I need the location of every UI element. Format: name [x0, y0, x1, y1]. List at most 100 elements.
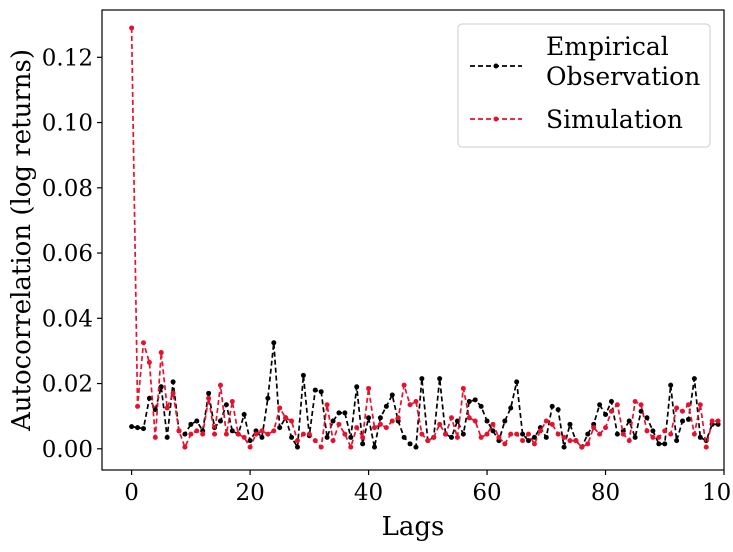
data-point — [514, 431, 520, 437]
data-point — [413, 444, 419, 450]
data-point — [360, 441, 366, 447]
data-point — [300, 372, 306, 378]
data-point — [466, 398, 472, 404]
data-point — [235, 431, 241, 437]
data-point — [520, 438, 526, 444]
data-point — [555, 407, 561, 413]
data-point — [135, 403, 141, 409]
data-point — [217, 382, 223, 388]
data-point — [289, 418, 295, 424]
data-point — [431, 434, 437, 440]
data-point — [413, 398, 419, 404]
data-point — [674, 438, 680, 444]
series-line — [130, 27, 719, 450]
data-point — [703, 444, 709, 450]
data-point — [579, 444, 585, 450]
data-point — [526, 438, 532, 444]
data-point — [526, 431, 532, 437]
data-point — [668, 431, 674, 437]
data-point — [283, 415, 289, 421]
data-point — [401, 434, 407, 440]
data-point — [259, 434, 265, 440]
data-point — [312, 387, 318, 393]
data-point — [247, 444, 253, 450]
data-point — [223, 431, 229, 437]
data-point — [360, 434, 366, 440]
data-point — [330, 438, 336, 444]
data-point — [164, 405, 170, 411]
data-point — [146, 359, 152, 365]
data-point — [449, 434, 454, 440]
data-point — [685, 402, 691, 408]
data-point — [478, 403, 484, 409]
y-tick-label: 0.02 — [42, 372, 93, 398]
x-axis: 0 20 40 60 80 100 — [124, 470, 733, 506]
data-point — [401, 382, 407, 388]
data-point — [129, 424, 135, 430]
data-point — [140, 340, 146, 346]
data-point — [312, 438, 318, 444]
data-point — [603, 412, 609, 418]
data-point — [638, 402, 644, 408]
data-point — [466, 415, 472, 421]
legend-label: Observation — [546, 62, 700, 91]
data-point — [135, 425, 141, 431]
x-axis-label: Lags — [382, 512, 445, 542]
data-point — [632, 398, 638, 404]
data-point — [608, 398, 614, 404]
data-point — [650, 428, 656, 434]
data-point — [484, 418, 490, 424]
data-point — [502, 441, 508, 447]
data-point — [490, 428, 496, 434]
x-tick-label: 60 — [472, 480, 501, 506]
data-point — [662, 441, 668, 447]
data-point — [182, 431, 188, 437]
data-point — [674, 405, 680, 411]
data-point — [585, 431, 591, 437]
series-simulation — [129, 25, 721, 450]
data-point — [395, 415, 401, 421]
data-point — [229, 428, 235, 434]
data-point — [543, 418, 549, 424]
data-point — [472, 397, 478, 403]
data-point — [585, 441, 591, 447]
data-point — [194, 428, 200, 434]
y-tick-label: 0.08 — [42, 176, 93, 202]
data-point — [318, 444, 324, 450]
data-point — [306, 431, 312, 437]
data-point — [697, 402, 703, 408]
data-point — [443, 431, 449, 437]
data-point — [289, 434, 295, 440]
plot-frame — [101, 9, 725, 471]
data-point — [265, 395, 271, 401]
series-layer — [129, 25, 721, 450]
data-point — [632, 434, 638, 440]
y-tick-label: 0.10 — [42, 111, 93, 137]
data-point — [472, 418, 478, 424]
data-point — [389, 392, 395, 398]
data-point — [597, 431, 603, 437]
data-point — [603, 425, 609, 431]
data-point — [241, 434, 247, 440]
data-point — [496, 434, 502, 440]
data-point — [502, 418, 508, 424]
legend-marker — [493, 63, 499, 69]
data-point — [514, 379, 520, 385]
y-axis-label: Autocorrelation (log returns) — [7, 49, 37, 432]
data-point — [508, 405, 514, 411]
data-point — [336, 410, 342, 416]
data-point — [555, 431, 561, 437]
data-point — [253, 431, 259, 437]
data-point — [508, 431, 514, 437]
data-point — [300, 431, 306, 437]
y-tick-label: 0.04 — [42, 306, 93, 332]
data-point — [697, 434, 703, 440]
data-point — [277, 405, 283, 411]
data-point — [691, 431, 697, 437]
data-point — [336, 421, 342, 427]
x-tick-label: 0 — [124, 480, 139, 506]
data-point — [573, 438, 579, 444]
data-point — [484, 431, 490, 437]
